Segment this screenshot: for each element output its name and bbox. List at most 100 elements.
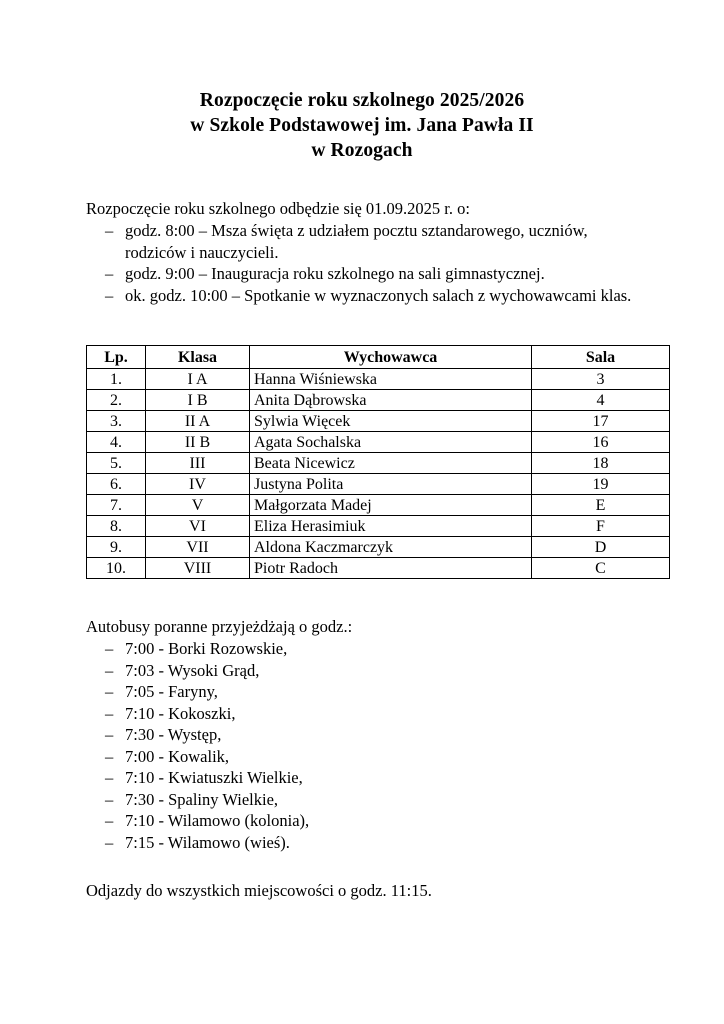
table-row: 8. VI Eliza Herasimiuk F: [86, 515, 670, 537]
list-item-label: 7:15 - Wilamowo (wieś).: [125, 832, 290, 852]
cell-sala: 3: [531, 368, 670, 390]
cell-klasa: II B: [145, 431, 250, 453]
dash-bullet-icon: –: [105, 639, 114, 658]
list-item-label: 7:00 - Borki Rozowskie,: [125, 639, 288, 658]
list-item-label: ok. godz. 10:00 – Spotkanie w wyznaczony…: [125, 285, 632, 305]
table-row: 10. VIII Piotr Radoch C: [86, 557, 670, 579]
cell-klasa: VII: [145, 536, 250, 558]
cell-klasa: VI: [145, 515, 250, 537]
cell-klasa: I A: [145, 368, 250, 390]
class-assignment-table: Lp. Klasa Wychowawca Sala 1. I A Hanna W…: [86, 345, 670, 579]
list-item: – 7:10 - Wilamowo (kolonia),: [86, 810, 638, 832]
page-title: Rozpoczęcie roku szkolnego 2025/2026 w S…: [86, 0, 638, 163]
table-row: 6. IV Justyna Polita 19: [86, 473, 670, 495]
list-item-label: 7:30 - Występ,: [125, 725, 222, 744]
cell-lp: 10.: [86, 557, 146, 579]
table-row: 2. I B Anita Dąbrowska 4: [86, 389, 670, 411]
column-header-lp: Lp.: [86, 345, 146, 369]
cell-wychowawca: Małgorzata Madej: [249, 494, 532, 516]
column-header-klasa: Klasa: [145, 345, 250, 369]
dash-bullet-icon: –: [105, 811, 114, 830]
dash-bullet-icon: –: [105, 682, 114, 701]
list-item-label: godz. 8:00 – Msza święta z udziałem pocz…: [125, 221, 588, 262]
dash-bullet-icon: –: [105, 789, 114, 809]
cell-klasa: V: [145, 494, 250, 516]
cell-lp: 7.: [86, 494, 146, 516]
list-item: – 7:10 - Kokoszki,: [86, 703, 638, 725]
intro-paragraph: Rozpoczęcie roku szkolnego odbędzie się …: [86, 199, 470, 218]
events-list: – godz. 8:00 – Msza święta z udziałem po…: [86, 220, 638, 306]
page-title-line-2: w Szkole Podstawowej im. Jana Pawła II: [190, 115, 534, 136]
cell-lp: 2.: [86, 389, 146, 411]
cell-wychowawca: Aldona Kaczmarczyk: [249, 536, 532, 558]
cell-sala: 19: [531, 473, 670, 495]
list-item-label: 7:05 - Faryny,: [125, 682, 218, 701]
list-item: – 7:05 - Faryny,: [86, 681, 638, 703]
cell-klasa: VIII: [145, 557, 250, 579]
cell-sala: 17: [531, 410, 670, 432]
list-item: – godz. 8:00 – Msza święta z udziałem po…: [86, 220, 638, 263]
cell-lp: 1.: [86, 368, 146, 390]
cell-sala: 4: [531, 389, 670, 411]
cell-sala: D: [531, 536, 670, 558]
list-item: – ok. godz. 10:00 – Spotkanie w wyznaczo…: [86, 285, 638, 307]
dash-bullet-icon: –: [105, 832, 114, 852]
table-row: 3. II A Sylwia Więcek 17: [86, 410, 670, 432]
cell-wychowawca: Justyna Polita: [249, 473, 532, 495]
list-item: – 7:03 - Wysoki Grąd,: [86, 660, 638, 682]
list-item-label: 7:00 - Kowalik,: [125, 746, 230, 766]
column-header-wychowawca: Wychowawca: [249, 345, 532, 369]
cell-sala: F: [531, 515, 670, 537]
cell-lp: 6.: [86, 473, 146, 495]
cell-wychowawca: Anita Dąbrowska: [249, 389, 532, 411]
cell-wychowawca: Hanna Wiśniewska: [249, 368, 532, 390]
table-row: 1. I A Hanna Wiśniewska 3: [86, 368, 670, 390]
list-item-label: godz. 9:00 – Inauguracja roku szkolnego …: [125, 264, 545, 283]
table-row: 4. II B Agata Sochalska 16: [86, 431, 670, 453]
list-item-label: 7:10 - Kwiatuszki Wielkie,: [125, 768, 303, 787]
document-content: Rozpoczęcie roku szkolnego 2025/2026 w S…: [86, 0, 670, 901]
list-item-label: 7:10 - Kokoszki,: [125, 703, 236, 723]
list-item: – 7:15 - Wilamowo (wieś).: [86, 832, 638, 854]
cell-sala: 16: [531, 431, 670, 453]
table-body: 1. I A Hanna Wiśniewska 3 2. I B Anita D…: [86, 368, 670, 579]
page-title-line-1: Rozpoczęcie roku szkolnego 2025/2026: [199, 90, 525, 111]
list-item: – 7:30 - Występ,: [86, 724, 638, 746]
cell-wychowawca: Sylwia Więcek: [249, 410, 532, 432]
dash-bullet-icon: –: [105, 768, 114, 787]
bus-schedule-intro: Autobusy poranne przyjeżdżają o godz.:: [86, 617, 353, 636]
dash-bullet-icon: –: [105, 264, 114, 283]
list-item-label: 7:10 - Wilamowo (kolonia),: [125, 811, 310, 830]
cell-klasa: II A: [145, 410, 250, 432]
table-row: 9. VII Aldona Kaczmarczyk D: [86, 536, 670, 558]
list-item: – 7:10 - Kwiatuszki Wielkie,: [86, 767, 638, 789]
cell-sala: 18: [531, 452, 670, 474]
list-item: – 7:00 - Borki Rozowskie,: [86, 638, 638, 660]
cell-lp: 3.: [86, 410, 146, 432]
list-item-label: 7:30 - Spaliny Wielkie,: [125, 789, 279, 809]
table-row: 5. III Beata Nicewicz 18: [86, 452, 670, 474]
table-header: Lp. Klasa Wychowawca Sala: [86, 345, 670, 369]
list-item-label: 7:03 - Wysoki Grąd,: [125, 660, 260, 680]
table-header-row: Lp. Klasa Wychowawca Sala: [86, 345, 670, 369]
list-item: – 7:30 - Spaliny Wielkie,: [86, 789, 638, 811]
column-header-sala: Sala: [531, 345, 670, 369]
cell-wychowawca: Eliza Herasimiuk: [249, 515, 532, 537]
cell-klasa: III: [145, 452, 250, 474]
closing-paragraph: Odjazdy do wszystkich miejscowości o god…: [86, 881, 432, 900]
list-item: – godz. 9:00 – Inauguracja roku szkolneg…: [86, 263, 638, 285]
class-table-wrapper: Lp. Klasa Wychowawca Sala 1. I A Hanna W…: [86, 306, 670, 579]
cell-lp: 9.: [86, 536, 146, 558]
cell-klasa: IV: [145, 473, 250, 495]
dash-bullet-icon: –: [105, 725, 114, 744]
cell-lp: 4.: [86, 431, 146, 453]
dash-bullet-icon: –: [105, 660, 114, 680]
dash-bullet-icon: –: [105, 703, 114, 723]
page-title-line-3: w Rozogach: [311, 140, 413, 161]
cell-klasa: I B: [145, 389, 250, 411]
cell-lp: 8.: [86, 515, 146, 537]
cell-wychowawca: Beata Nicewicz: [249, 452, 532, 474]
dash-bullet-icon: –: [105, 285, 114, 305]
cell-sala: C: [531, 557, 670, 579]
